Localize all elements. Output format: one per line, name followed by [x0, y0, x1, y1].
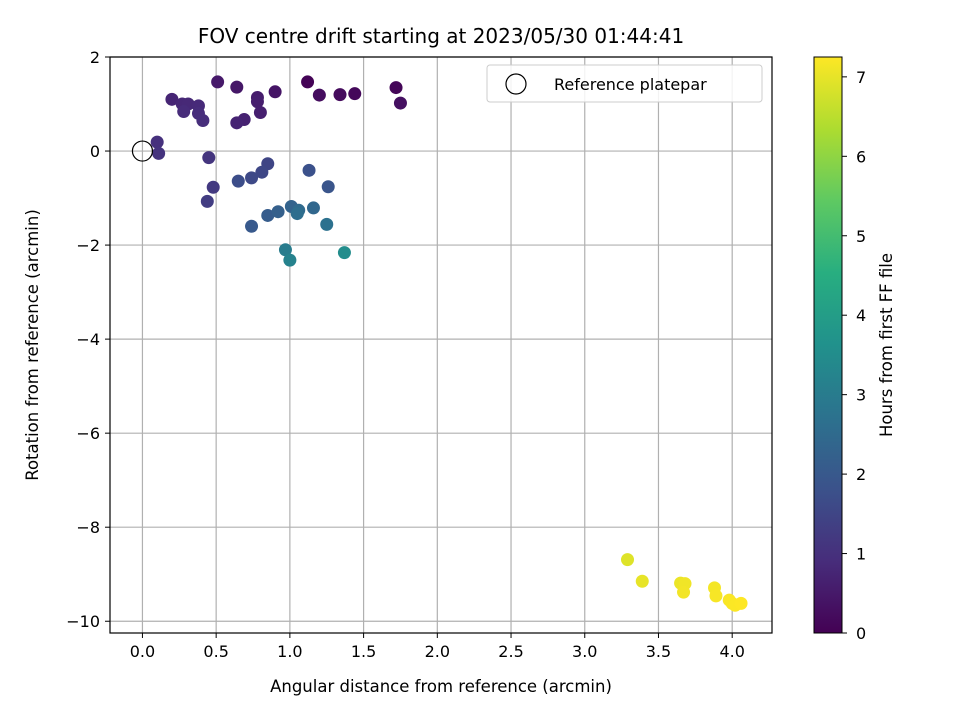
- x-tick-label: 3.0: [572, 642, 597, 661]
- scatter-point: [677, 585, 691, 599]
- x-tick-label: 1.0: [277, 642, 302, 661]
- colorbar-tick-label: 6: [856, 147, 866, 166]
- scatter-points: [150, 75, 748, 612]
- colorbar-tick-label: 7: [856, 68, 866, 87]
- legend-entry-reference: Reference platepar: [554, 75, 707, 94]
- x-tick-label: 0.0: [130, 642, 155, 661]
- y-tick-label: −2: [76, 236, 100, 255]
- scatter-point: [278, 243, 292, 257]
- x-tick-label: 0.5: [203, 642, 228, 661]
- scatter-point: [250, 95, 264, 109]
- colorbar-ticks: 0 1 2 3 4 5 6 7: [842, 68, 866, 643]
- scatter-point: [271, 205, 285, 219]
- scatter-point: [321, 180, 335, 194]
- scatter-point: [312, 88, 326, 102]
- legend-reference-marker: [505, 73, 527, 95]
- scatter-point: [152, 146, 166, 160]
- scatter-point: [302, 163, 316, 177]
- y-tick-label: 0: [90, 142, 100, 161]
- scatter-point: [261, 208, 275, 222]
- colorbar-tick-label: 5: [856, 227, 866, 246]
- scatter-point: [245, 171, 259, 185]
- y-tick-label: −10: [66, 612, 100, 631]
- scatter-point: [306, 201, 320, 215]
- colorbar-tick-label: 1: [856, 545, 866, 564]
- reference-marker-layer: [131, 140, 154, 162]
- scatter-point: [211, 75, 225, 89]
- scatter-point: [621, 553, 635, 567]
- scatter-point: [196, 113, 210, 127]
- y-axis-label: Rotation from reference (arcmin): [23, 209, 42, 481]
- scatter-point: [734, 596, 748, 610]
- scatter-point: [333, 88, 347, 102]
- scatter-point: [348, 87, 362, 101]
- y-tick-label: −8: [76, 518, 100, 537]
- x-tick-label: 2.0: [425, 642, 450, 661]
- y-tick-label: −6: [76, 424, 100, 443]
- colorbar-tick-label: 2: [856, 465, 866, 484]
- scatter-point: [230, 80, 244, 94]
- scatter-point: [150, 135, 164, 149]
- scatter-point: [389, 81, 403, 95]
- scatter-point: [165, 92, 179, 106]
- legend: Reference platepar: [486, 64, 763, 103]
- scatter-point: [393, 96, 407, 110]
- scatter-point: [337, 246, 351, 260]
- scatter-point: [301, 75, 315, 89]
- colorbar-tick-label: 4: [856, 306, 866, 325]
- scatter-point: [202, 151, 216, 165]
- scatter-point: [255, 165, 269, 179]
- colorbar: [814, 57, 842, 633]
- scatter-point: [709, 589, 723, 603]
- scatter-point: [177, 105, 191, 119]
- x-tick-label: 1.5: [351, 642, 376, 661]
- reference-platepar-marker: [131, 140, 154, 162]
- x-axis-label: Angular distance from reference (arcmin): [270, 677, 612, 696]
- y-tick-label: 2: [90, 48, 100, 67]
- colorbar-label: Hours from first FF file: [877, 253, 896, 437]
- colorbar-tick-label: 3: [856, 386, 866, 405]
- scatter-point: [253, 105, 267, 119]
- scatter-point: [230, 116, 244, 130]
- scatter-point: [290, 207, 304, 221]
- scatter-point: [635, 574, 649, 588]
- scatter-point: [245, 219, 259, 233]
- y-tick-label: −4: [76, 330, 100, 349]
- chart-title: FOV centre drift starting at 2023/05/30 …: [198, 24, 684, 48]
- scatter-point: [231, 174, 245, 188]
- plot-frame: [109, 56, 773, 634]
- legend-box: [486, 64, 763, 103]
- scatter-point: [200, 194, 214, 208]
- colorbar-frame: [813, 56, 843, 634]
- x-tick-label: 4.0: [719, 642, 744, 661]
- scatter-point: [268, 85, 282, 99]
- colorbar-tick-label: 0: [856, 624, 866, 643]
- x-tick-label: 2.5: [498, 642, 523, 661]
- x-tick-label: 3.5: [646, 642, 671, 661]
- scatter-point: [320, 217, 334, 231]
- scatter-point: [283, 253, 297, 267]
- scatter-point: [206, 180, 220, 194]
- x-axis-ticks: 0.0 0.5 1.0 1.5 2.0 2.5 3.0 3.5 4.0: [130, 633, 745, 661]
- y-axis-ticks: 2 0 −2 −4 −6 −8 −10: [66, 48, 110, 631]
